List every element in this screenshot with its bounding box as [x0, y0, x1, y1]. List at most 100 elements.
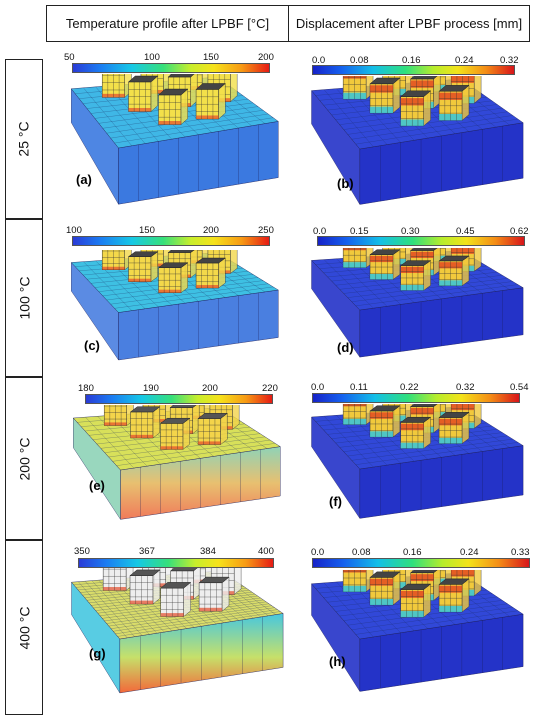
- temperature-render-panel: [60, 74, 285, 222]
- colorbar-tick: 0.24: [460, 547, 479, 558]
- mesh-line: [351, 115, 513, 140]
- colorbar-tick: 367: [139, 546, 155, 557]
- part-cube-top: [195, 257, 227, 264]
- part-cube-side: [230, 250, 238, 274]
- part-cube-top: [157, 262, 189, 268]
- row-label-400c: 400 °C: [5, 540, 43, 715]
- part-cube-top: [409, 76, 438, 80]
- temperature-column-header: Temperature profile after LPBF [°C]: [46, 5, 289, 42]
- part-cube-top: [198, 576, 230, 584]
- row-label-text: 200 °C: [16, 437, 32, 480]
- mesh-line: [113, 607, 275, 632]
- colorbar-tick: 384: [200, 546, 216, 557]
- part-cube-top: [438, 578, 470, 585]
- temperature-render-panel: [62, 405, 287, 535]
- colorbar-tick: 0.24: [455, 55, 474, 66]
- temperature-colorbar: [72, 63, 270, 73]
- part-cube-top: [438, 412, 470, 418]
- colorbar-tick: 0.16: [402, 55, 421, 66]
- colorbar-tick: 0.22: [400, 382, 419, 393]
- part-cube-top: [169, 568, 198, 572]
- part-cube-top: [409, 404, 438, 407]
- mesh-line: [110, 283, 269, 305]
- part-cube-side: [473, 76, 482, 104]
- colorbar-tick: 200: [258, 52, 274, 63]
- part-cube-side: [473, 248, 482, 272]
- colorbar-tick: 150: [139, 225, 155, 236]
- part-cube-top: [127, 75, 159, 83]
- temperature-colorbar: [78, 558, 274, 568]
- mesh-line: [116, 443, 276, 466]
- part-cube-top: [369, 249, 401, 255]
- colorbar-tick: 0.30: [401, 226, 420, 237]
- temperature-render-panel: [60, 568, 290, 710]
- mesh-line: [351, 281, 513, 302]
- part-cube-top: [409, 248, 438, 251]
- row-label-text: 100 °C: [16, 276, 32, 320]
- mesh-line: [114, 286, 274, 309]
- colorbar-tick: 0.11: [350, 382, 368, 393]
- displacement-colorbar: [317, 236, 525, 246]
- part-cube-side: [233, 568, 242, 596]
- part-cube-top: [159, 417, 191, 424]
- colorbar-tick: 190: [143, 383, 159, 394]
- part-cube-top: [157, 88, 189, 96]
- part-cube-side: [473, 404, 482, 429]
- mesh-line: [355, 118, 518, 145]
- colorbar-tick: 0.0: [313, 226, 327, 237]
- colorbar-tick: 0.32: [500, 55, 519, 66]
- part-cube-side: [232, 405, 240, 430]
- displacement-colorbar: [312, 393, 520, 403]
- displacement-render-panel: [300, 76, 530, 222]
- temperature-column-title: Temperature profile after LPBF [°C]: [65, 16, 270, 31]
- mesh-line: [110, 605, 272, 629]
- panel-label: (a): [76, 172, 92, 187]
- part-cube-top: [195, 83, 226, 90]
- colorbar-tick: 100: [144, 52, 160, 63]
- temperature-colorbar: [72, 236, 270, 246]
- part-cube-top: [169, 405, 197, 408]
- row-label-text: 400 °C: [16, 606, 32, 649]
- part-cube-top: [399, 583, 432, 590]
- colorbar-tick: 0.16: [403, 547, 422, 558]
- colorbar-tick: 0.0: [311, 382, 325, 393]
- panel-label: (h): [329, 654, 346, 669]
- colorbar-tick: 400: [258, 546, 274, 557]
- colorbar-tick: 200: [203, 225, 219, 236]
- part-cube-top: [369, 405, 401, 412]
- colorbar-tick: 0.33: [511, 547, 530, 558]
- part-cube-top: [197, 413, 229, 419]
- row-label-text: 25 °C: [15, 121, 32, 157]
- part-cube-top: [400, 90, 432, 97]
- mesh-line: [112, 439, 271, 462]
- mesh-line: [351, 438, 513, 461]
- part-cube-top: [369, 571, 401, 578]
- part-cube-top: [127, 251, 159, 257]
- part-cube-side: [230, 74, 238, 103]
- mesh-line: [110, 113, 269, 139]
- part-cube-top: [369, 77, 401, 85]
- colorbar-tick: 0.0: [311, 547, 325, 558]
- panel-label: (d): [337, 340, 354, 355]
- part-cube-top: [167, 74, 195, 78]
- part-cube-top: [129, 406, 161, 413]
- mesh-line: [114, 117, 274, 144]
- displacement-column-title: Displacement after LPBF process [mm]: [295, 16, 523, 31]
- colorbar-tick: 0.62: [510, 226, 529, 237]
- displacement-render-panel: [300, 248, 530, 372]
- displacement-colorbar: [312, 558, 530, 568]
- mesh-line: [355, 284, 518, 307]
- colorbar-tick: 100: [66, 225, 82, 236]
- displacement-column-header: Displacement after LPBF process [mm]: [288, 5, 530, 42]
- colorbar-tick: 0.32: [456, 382, 475, 393]
- mesh-line: [117, 611, 281, 637]
- part-cube-side: [473, 570, 482, 597]
- row-label-200c: 200 °C: [5, 377, 43, 540]
- panel-label: (e): [89, 478, 105, 493]
- part-cube-top: [167, 250, 195, 253]
- mesh-line: [108, 603, 270, 627]
- mesh-line: [351, 607, 513, 630]
- displacement-render-panel: [300, 404, 530, 534]
- panel-label: (c): [84, 338, 100, 353]
- colorbar-tick: 0.54: [510, 382, 529, 393]
